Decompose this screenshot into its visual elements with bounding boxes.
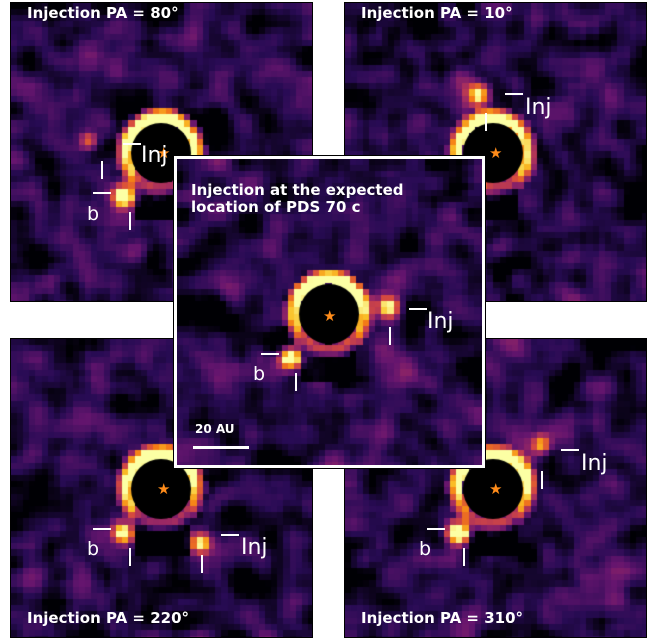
inj-tick-horizontal — [505, 93, 523, 95]
inj-tick-vertical — [389, 327, 391, 345]
b-label: b — [419, 538, 432, 560]
inj-label: Inj — [241, 535, 268, 560]
inj-label: Inj — [581, 451, 608, 476]
star-marker-icon: ★ — [323, 307, 337, 325]
inj-label: Inj — [427, 309, 454, 334]
inj-tick-horizontal — [409, 308, 427, 310]
b-tick-vertical — [295, 373, 297, 391]
b-label: b — [253, 363, 266, 385]
center-title-line1: Injection at the expected — [191, 181, 404, 199]
star-marker-icon: ★ — [157, 144, 171, 162]
b-label: b — [87, 538, 100, 560]
inj-tick-horizontal — [561, 449, 579, 451]
panel-title-pa-310: Injection PA = 310° — [361, 609, 524, 627]
inj-tick-vertical — [485, 113, 487, 131]
inj-tick-horizontal — [123, 143, 141, 145]
b-tick-vertical — [129, 212, 131, 230]
panel-expected-location-pds70c: Injection at the expected location of PD… — [173, 155, 486, 469]
b-tick-horizontal — [93, 528, 111, 530]
inj-label: Inj — [525, 95, 552, 120]
b-tick-vertical — [129, 548, 131, 566]
b-tick-horizontal — [93, 192, 111, 194]
star-marker-icon: ★ — [489, 480, 503, 498]
inj-tick-horizontal — [221, 534, 239, 536]
inj-tick-vertical — [541, 471, 543, 489]
inj-label: Inj — [141, 143, 168, 168]
inj-tick-vertical — [101, 161, 103, 179]
star-marker-icon: ★ — [157, 480, 171, 498]
panel-title-pa-80: Injection PA = 80° — [27, 4, 179, 22]
star-marker-icon: ★ — [489, 144, 503, 162]
center-title: Injection at the expected location of PD… — [191, 182, 403, 216]
b-tick-horizontal — [261, 353, 279, 355]
inj-tick-vertical — [201, 555, 203, 573]
b-tick-vertical — [463, 548, 465, 566]
b-tick-horizontal — [427, 528, 445, 530]
image-map-expected-location — [177, 159, 482, 465]
panel-title-pa-10: Injection PA = 10° — [361, 4, 513, 22]
scalebar — [193, 446, 249, 449]
center-title-line2: location of PDS 70 c — [191, 198, 361, 216]
b-label: b — [87, 203, 100, 225]
panel-injection-pa-220: Injection PA = 220° ★ b Inj — [10, 338, 313, 638]
panel-title-pa-220: Injection PA = 220° — [27, 609, 190, 627]
scalebar-label: 20 AU — [195, 422, 235, 436]
